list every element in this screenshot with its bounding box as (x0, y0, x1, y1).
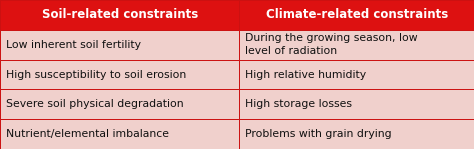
Text: Low inherent soil fertility: Low inherent soil fertility (6, 40, 141, 50)
Text: High susceptibility to soil erosion: High susceptibility to soil erosion (6, 69, 186, 80)
Text: Severe soil physical degradation: Severe soil physical degradation (6, 99, 183, 109)
Text: High relative humidity: High relative humidity (245, 69, 366, 80)
Text: Nutrient/elemental imbalance: Nutrient/elemental imbalance (6, 129, 169, 139)
Text: Climate-related constraints: Climate-related constraints (265, 8, 448, 21)
FancyBboxPatch shape (0, 89, 239, 119)
FancyBboxPatch shape (239, 89, 474, 119)
FancyBboxPatch shape (239, 60, 474, 89)
Text: Soil-related constraints: Soil-related constraints (42, 8, 198, 21)
FancyBboxPatch shape (0, 60, 239, 89)
Text: High storage losses: High storage losses (245, 99, 352, 109)
FancyBboxPatch shape (0, 0, 239, 30)
Text: Problems with grain drying: Problems with grain drying (245, 129, 392, 139)
FancyBboxPatch shape (239, 119, 474, 149)
FancyBboxPatch shape (0, 30, 239, 60)
FancyBboxPatch shape (239, 30, 474, 60)
Text: During the growing season, low
level of radiation: During the growing season, low level of … (245, 34, 418, 56)
FancyBboxPatch shape (0, 119, 239, 149)
FancyBboxPatch shape (239, 0, 474, 30)
